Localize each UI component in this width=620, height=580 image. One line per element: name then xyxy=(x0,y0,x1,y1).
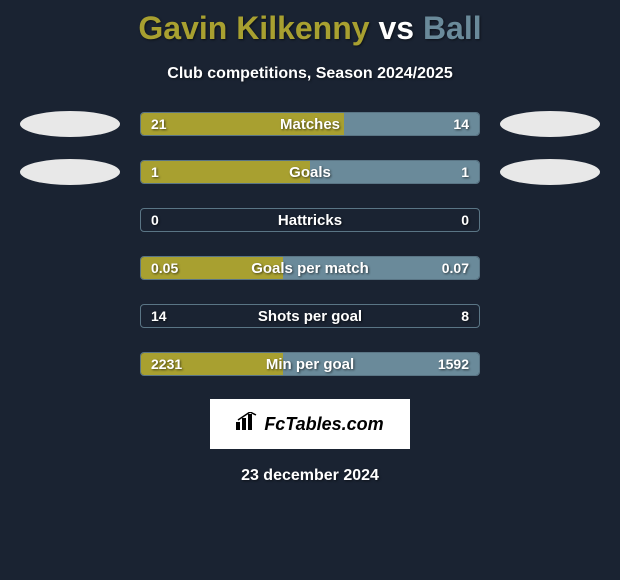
player1-name: Gavin Kilkenny xyxy=(138,10,369,46)
stat-label: Shots per goal xyxy=(141,305,479,327)
stat-bar: 1Goals1 xyxy=(140,160,480,184)
right-oval xyxy=(500,159,600,185)
left-oval xyxy=(20,255,120,281)
right-oval xyxy=(500,111,600,137)
stat-row: 21Matches14 xyxy=(0,111,620,137)
right-oval xyxy=(500,207,600,233)
stat-value-right: 1592 xyxy=(438,353,469,375)
right-oval xyxy=(500,303,600,329)
stat-row: 2231Min per goal1592 xyxy=(0,351,620,377)
stat-label: Hattricks xyxy=(141,209,479,231)
stat-bar: 0Hattricks0 xyxy=(140,208,480,232)
right-oval xyxy=(500,351,600,377)
stat-value-right: 8 xyxy=(461,305,469,327)
left-oval xyxy=(20,159,120,185)
left-oval xyxy=(20,207,120,233)
logo-text: FcTables.com xyxy=(264,414,383,435)
date-text: 23 december 2024 xyxy=(0,467,620,485)
stat-label: Matches xyxy=(141,113,479,135)
vs-text: vs xyxy=(378,10,414,46)
stat-value-right: 0 xyxy=(461,209,469,231)
stat-row: 1Goals1 xyxy=(0,159,620,185)
logo-box: FcTables.com xyxy=(210,399,410,449)
stat-label: Min per goal xyxy=(141,353,479,375)
stat-rows: 21Matches14 1Goals1 0Hattricks0 0.05Goals p… xyxy=(0,111,620,377)
subtitle: Club competitions, Season 2024/2025 xyxy=(0,65,620,83)
right-oval xyxy=(500,255,600,281)
chart-icon xyxy=(236,412,258,436)
stat-value-right: 1 xyxy=(461,161,469,183)
stat-label: Goals xyxy=(141,161,479,183)
stat-row: 14Shots per goal8 xyxy=(0,303,620,329)
stat-bar: 21Matches14 xyxy=(140,112,480,136)
stat-bar: 0.05Goals per match0.07 xyxy=(140,256,480,280)
left-oval xyxy=(20,303,120,329)
player2-name: Ball xyxy=(423,10,482,46)
left-oval xyxy=(20,111,120,137)
stat-value-right: 14 xyxy=(453,113,469,135)
comparison-title: Gavin Kilkenny vs Ball xyxy=(0,0,620,47)
left-oval xyxy=(20,351,120,377)
stat-bar: 14Shots per goal8 xyxy=(140,304,480,328)
stat-value-right: 0.07 xyxy=(442,257,469,279)
stat-row: 0.05Goals per match0.07 xyxy=(0,255,620,281)
stat-row: 0Hattricks0 xyxy=(0,207,620,233)
stat-bar: 2231Min per goal1592 xyxy=(140,352,480,376)
stat-label: Goals per match xyxy=(141,257,479,279)
